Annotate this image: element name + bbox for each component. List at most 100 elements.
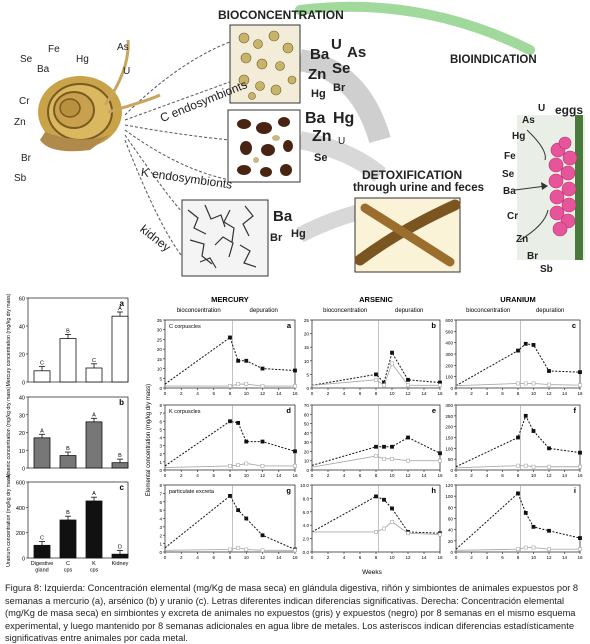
y-tick-label: 0 <box>450 386 453 391</box>
control-point <box>390 456 394 461</box>
bar <box>85 500 103 559</box>
significance-letter: C <box>92 358 96 364</box>
y-tick-label: 1 <box>159 460 162 465</box>
x-tick-label: 16 <box>437 473 443 478</box>
x-tick-label: 6 <box>359 473 362 478</box>
exposed-point <box>578 450 582 455</box>
bar <box>33 437 51 469</box>
significance-letter: A <box>92 491 96 497</box>
exposed-point <box>547 446 551 451</box>
row-label: K corpuscles <box>169 409 201 415</box>
line-panel-frame <box>311 404 441 471</box>
x-tick-label: 14 <box>562 555 568 560</box>
x-tick-label: 4 <box>343 555 346 560</box>
c-element: Hg <box>311 88 326 100</box>
y-tick-label: 400 <box>16 506 25 512</box>
x-tick-label: 12 <box>260 555 266 560</box>
egg-element: Ba <box>503 186 516 197</box>
snail-element: Fe <box>48 44 60 55</box>
x-tick-label: 0 <box>455 473 458 478</box>
y-tick-label: 0 <box>159 468 162 473</box>
line-panel-frame <box>164 319 296 389</box>
exposed-point <box>523 511 528 515</box>
y-axis-label: Uranium concentration (mg/kg dry mass) <box>6 473 12 567</box>
panel-letter: g <box>286 486 291 495</box>
control-point <box>228 547 232 552</box>
top-illustration: BIOCONCENTRATION BIOINDICATION DETOXIFIC… <box>0 0 590 290</box>
snail-element: Cr <box>19 96 30 107</box>
y-tick-label: 300 <box>445 403 453 408</box>
y-tick-label: 1 <box>159 542 162 547</box>
c-element: U <box>331 36 342 53</box>
exposed-point <box>578 536 582 540</box>
control-point <box>293 384 297 388</box>
line-panel-frame <box>455 319 581 389</box>
y-tick-label: 100 <box>445 494 453 499</box>
exposed-point <box>547 369 551 373</box>
bar <box>33 544 51 559</box>
egg-element: Se <box>502 169 515 180</box>
x-tick-label: 16 <box>292 391 298 396</box>
control-series-line <box>455 547 580 551</box>
exposed-series-line <box>455 414 581 468</box>
shared-y-axis-label: Elemental concentration (mg/kg dry mass) <box>146 384 152 496</box>
y-tick-label: 5 <box>159 427 162 432</box>
y-tick-label: 60 <box>19 297 25 303</box>
category-label: Kidney <box>112 561 129 567</box>
control-point <box>236 382 241 387</box>
exposed-point <box>228 419 232 424</box>
control-point <box>374 377 378 382</box>
y-tick-label: 40 <box>448 528 454 533</box>
exposed-point <box>260 533 265 538</box>
panel-letter: e <box>432 406 436 415</box>
x-tick-label: 16 <box>292 555 298 560</box>
x-tick-label: 0 <box>311 555 314 560</box>
x-tick-label: 4 <box>196 473 199 478</box>
x-tick-label: 4 <box>486 391 489 396</box>
control-point <box>228 464 232 468</box>
y-tick-label: 7 <box>159 491 162 496</box>
x-tick-label: 6 <box>212 555 215 560</box>
exposed-point <box>516 491 520 496</box>
control-point <box>244 461 249 466</box>
exposed-series-line <box>311 351 441 386</box>
bar <box>111 553 129 559</box>
x-tick-label: 2 <box>180 555 183 560</box>
panel-letter: a <box>120 299 125 308</box>
y-tick-label: 10 <box>19 449 25 455</box>
control-series-line <box>164 463 295 469</box>
x-tick-label: 6 <box>212 391 215 396</box>
x-tick-label: 6 <box>359 391 362 396</box>
x-tick-label: 8 <box>229 391 232 396</box>
exposed-point <box>382 444 386 449</box>
x-tick-label: 12 <box>546 391 552 396</box>
detox-title: DETOXIFICATION <box>362 168 463 182</box>
panel-letter: f <box>574 406 577 415</box>
egg-element: Zn <box>516 234 529 245</box>
egg-element: Br <box>527 251 539 262</box>
exposed-point <box>390 444 394 449</box>
y-tick-label: 0 <box>450 550 453 555</box>
snail-element: Sb <box>14 173 27 184</box>
panel-letter: b <box>431 321 436 330</box>
x-tick-label: 8 <box>517 391 520 396</box>
c-element: Br <box>333 82 346 94</box>
y-tick-label: 20 <box>448 539 454 544</box>
x-tick-label: 16 <box>577 473 583 478</box>
snail-element: Ba <box>37 64 50 75</box>
control-point <box>516 463 520 468</box>
x-tick-label: 0 <box>164 473 167 478</box>
phase-label: bioconcentration <box>323 308 367 314</box>
significance-letter: A <box>92 412 96 418</box>
x-tick-label: 6 <box>501 473 504 478</box>
control-point <box>236 463 241 468</box>
significance-letter: D <box>118 544 122 550</box>
k-element: Ba <box>305 110 326 127</box>
control-point <box>547 382 551 387</box>
x-tick-label: 2 <box>180 391 183 396</box>
x-tick-label: 14 <box>421 473 427 478</box>
x-tick-label: 2 <box>180 473 183 478</box>
exposed-point <box>244 516 249 521</box>
egg-element: As <box>522 115 535 126</box>
control-point <box>516 547 520 552</box>
